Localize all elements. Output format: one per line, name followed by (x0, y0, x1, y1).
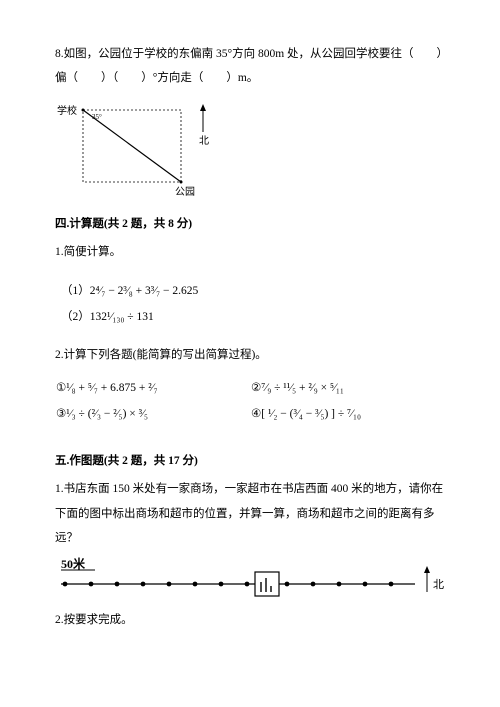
s4-q2: 2.计算下列各题(能简算的写出简算过程)。 (55, 343, 445, 367)
diagram-school-park: 35° 学校 公园 北 (55, 100, 445, 200)
s4-q2-c: ③¹⁄₃ ÷ (²⁄₃ − ²⁄₅) × ³⁄₅ (56, 408, 148, 420)
north-label-1: 北 (199, 135, 209, 147)
s4-q2-a: ①¹⁄₈ + ⁵⁄₇ + 6.875 + ²⁄₇ (56, 382, 158, 394)
s4-q2-d: ④[ ¹⁄₂ − (³⁄₄ − ³⁄₅) ] ÷ ⁷⁄₁₀ (251, 408, 361, 420)
s4-q2-b: ②⁷⁄₉ ÷ ¹¹⁄₅ + ²⁄₉ × ⁵⁄₁₁ (251, 382, 344, 394)
question-8: 8.如图，公园位于学校的东偏南 35°方向 800m 处，从公园回学校要往（ ）… (55, 42, 445, 90)
numberline-svg: 50米 北 (55, 556, 445, 602)
diagram-numberline: 50米 北 (55, 556, 445, 602)
north-label-2: 北 (433, 578, 444, 591)
diagram-svg: 35° 学校 公园 北 (55, 100, 215, 200)
park-label: 公园 (175, 186, 195, 198)
scale-label: 50米 (61, 556, 86, 571)
angle-label: 35° (92, 113, 102, 121)
s4-q1-item-b: （2）132¹⁄₁₃₀ ÷ 131 (61, 305, 445, 329)
section-5-title: 五.作图题(共 2 题，共 17 分) (55, 449, 445, 473)
s5-q1: 1.书店东面 150 米处有一家商场，一家超市在书店西面 400 米的地方，请你… (55, 477, 445, 549)
s4-q1-item-a: （1）2⁴⁄₇ − 2³⁄₈ + 3³⁄₇ − 2.625 (61, 279, 445, 303)
section-4-title: 四.计算题(共 2 题，共 8 分) (55, 212, 445, 236)
s4-q2-table: ①¹⁄₈ + ⁵⁄₇ + 6.875 + ²⁄₇ ②⁷⁄₉ ÷ ¹¹⁄₅ + ²… (55, 375, 445, 427)
school-label: 学校 (57, 104, 77, 117)
s5-q2: 2.按要求完成。 (55, 608, 445, 632)
s4-q1: 1.简便计算。 (55, 240, 445, 264)
